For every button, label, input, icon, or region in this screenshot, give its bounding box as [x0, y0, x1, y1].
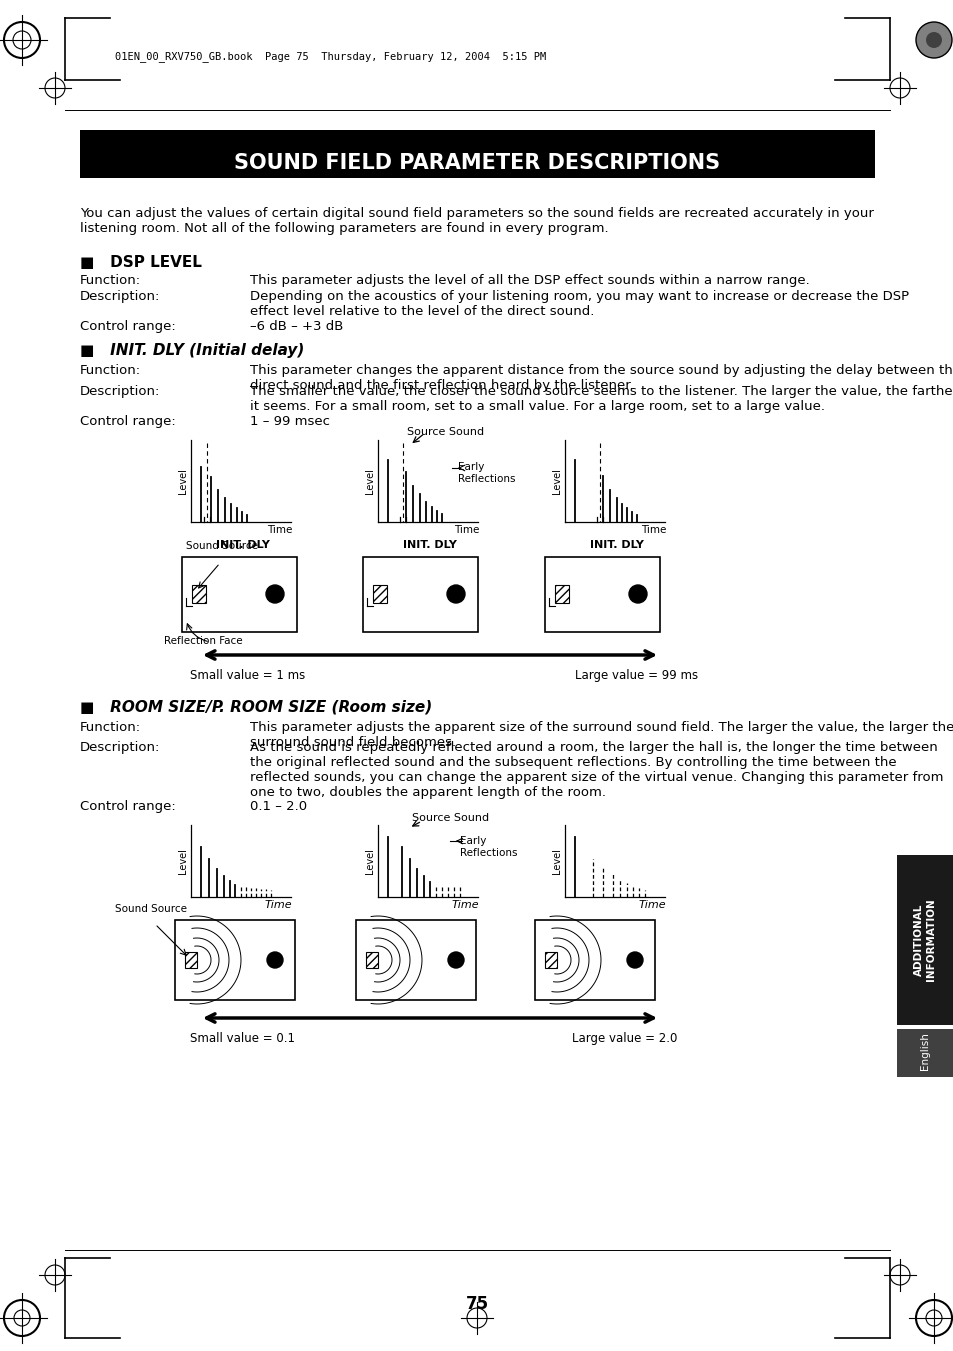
Text: Small value = 1 ms: Small value = 1 ms [190, 669, 305, 682]
Bar [185, 952, 196, 969]
Circle shape [267, 952, 283, 969]
Bar [896, 855, 953, 1025]
Bar [555, 585, 568, 603]
Bar [174, 920, 294, 1000]
Text: SOUND FIELD PARAMETER DESCRIPTIONS: SOUND FIELD PARAMETER DESCRIPTIONS [233, 153, 720, 173]
Circle shape [925, 32, 941, 49]
Text: Sound Source: Sound Source [186, 540, 257, 551]
Text: –6 dB – +3 dB: –6 dB – +3 dB [250, 320, 343, 332]
Circle shape [448, 952, 463, 969]
Text: Small value = 0.1: Small value = 0.1 [190, 1032, 294, 1046]
Text: As the sound is repeatedly reflected around a room, the larger the hall is, the : As the sound is repeatedly reflected aro… [250, 740, 943, 798]
Text: Time: Time [451, 900, 478, 911]
Circle shape [628, 585, 646, 603]
Circle shape [626, 952, 642, 969]
Text: Time: Time [638, 900, 665, 911]
Text: Description:: Description: [80, 740, 160, 754]
Text: Function:: Function: [80, 363, 141, 377]
Bar [355, 920, 476, 1000]
Text: INIT. DLY: INIT. DLY [215, 540, 270, 550]
Bar [535, 920, 655, 1000]
Text: Early
Reflections: Early Reflections [459, 836, 517, 858]
Text: INIT. DLY: INIT. DLY [402, 540, 456, 550]
Text: Large value = 2.0: Large value = 2.0 [572, 1032, 677, 1046]
Text: You can adjust the values of certain digital sound field parameters so the sound: You can adjust the values of certain dig… [80, 207, 873, 235]
Text: Source Sound: Source Sound [407, 427, 483, 436]
Text: Reflection Face: Reflection Face [164, 636, 242, 646]
Text: 0.1 – 2.0: 0.1 – 2.0 [250, 800, 307, 813]
Text: Level: Level [365, 848, 375, 874]
Text: Time: Time [266, 526, 292, 535]
Text: Control range:: Control range: [80, 415, 175, 428]
Text: Sound Source: Sound Source [115, 904, 187, 915]
Circle shape [266, 585, 284, 603]
Text: ■   INIT. DLY (Initial delay): ■ INIT. DLY (Initial delay) [80, 343, 304, 358]
Bar [373, 585, 387, 603]
Text: ■   ROOM SIZE/P. ROOM SIZE (Room size): ■ ROOM SIZE/P. ROOM SIZE (Room size) [80, 700, 432, 715]
Text: Early
Reflections: Early Reflections [457, 462, 515, 484]
Bar [182, 557, 296, 632]
Bar [544, 952, 557, 969]
Circle shape [915, 22, 951, 58]
Circle shape [447, 585, 464, 603]
Bar [192, 585, 206, 603]
Bar [544, 557, 659, 632]
Text: Level: Level [178, 467, 188, 494]
Text: 75: 75 [465, 1296, 488, 1313]
Text: Time: Time [264, 900, 292, 911]
Text: Function:: Function: [80, 274, 141, 286]
Bar [80, 130, 874, 178]
Text: Depending on the acoustics of your listening room, you may want to increase or d: Depending on the acoustics of your liste… [250, 290, 908, 317]
Text: This parameter changes the apparent distance from the source sound by adjusting : This parameter changes the apparent dist… [250, 363, 953, 392]
Bar [363, 557, 477, 632]
Text: ■   DSP LEVEL: ■ DSP LEVEL [80, 255, 202, 270]
Bar [366, 952, 377, 969]
Text: Control range:: Control range: [80, 320, 175, 332]
Text: Level: Level [552, 467, 561, 494]
Text: INIT. DLY: INIT. DLY [590, 540, 643, 550]
Text: Level: Level [365, 467, 375, 494]
Text: Source Sound: Source Sound [412, 813, 489, 823]
Text: 01EN_00_RXV750_GB.book  Page 75  Thursday, February 12, 2004  5:15 PM: 01EN_00_RXV750_GB.book Page 75 Thursday,… [115, 51, 546, 62]
Text: Control range:: Control range: [80, 800, 175, 813]
Text: This parameter adjusts the level of all the DSP effect sounds within a narrow ra: This parameter adjusts the level of all … [250, 274, 809, 286]
Text: Time: Time [640, 526, 665, 535]
Text: Level: Level [552, 848, 561, 874]
Text: Description:: Description: [80, 385, 160, 399]
Text: This parameter adjusts the apparent size of the surround sound field. The larger: This parameter adjusts the apparent size… [250, 721, 953, 748]
Text: Description:: Description: [80, 290, 160, 303]
Text: Time: Time [453, 526, 478, 535]
Text: Level: Level [178, 848, 188, 874]
Text: Large value = 99 ms: Large value = 99 ms [575, 669, 698, 682]
Text: ADDITIONAL
INFORMATION: ADDITIONAL INFORMATION [913, 898, 935, 981]
Text: English: English [919, 1032, 929, 1070]
Text: The smaller the value, the closer the sound source seems to the listener. The la: The smaller the value, the closer the so… [250, 385, 953, 413]
Text: 1 – 99 msec: 1 – 99 msec [250, 415, 330, 428]
Bar [896, 1029, 953, 1077]
Text: Function:: Function: [80, 721, 141, 734]
